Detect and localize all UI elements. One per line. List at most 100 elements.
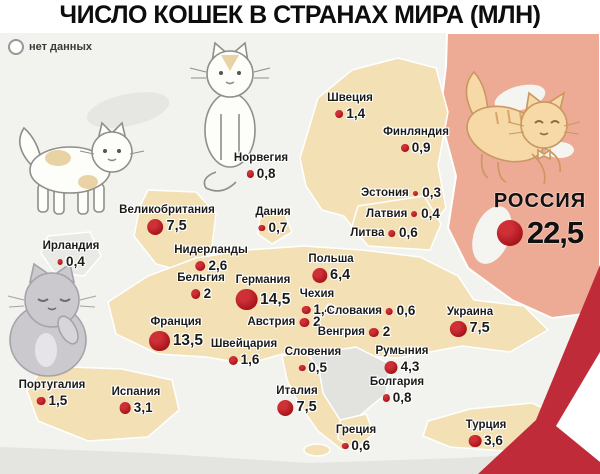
- red-chevron-notch: [556, 352, 600, 462]
- north-africa-landmass: [0, 447, 600, 474]
- sicily-landmass: [303, 443, 331, 457]
- country-marker-norway: Норвегия 0,8: [234, 148, 288, 181]
- cat-illustration-standing-white: [18, 121, 145, 215]
- country-value: 22,5: [526, 215, 584, 250]
- country-value: 0,7: [268, 219, 288, 235]
- cat-illustration-orange-walking: [465, 70, 581, 185]
- country-marker-russia: РОССИЯ 22,5: [494, 190, 586, 251]
- no-data-circle-icon: [8, 39, 24, 55]
- country-marker-czechia: Чехия 1,4: [300, 284, 335, 317]
- country-name: Испания: [111, 386, 161, 398]
- country-value: 2: [382, 324, 391, 339]
- country-marker-hungary: Венгрия 2: [317, 324, 391, 340]
- value-dot: [385, 308, 393, 315]
- country-name: Греция: [335, 424, 377, 436]
- country-name: Ирландия: [42, 240, 100, 252]
- value-dot: [228, 355, 238, 365]
- value-dot: [36, 396, 46, 406]
- value-dot: [277, 399, 294, 416]
- country-value: 0,6: [398, 225, 418, 240]
- country-name: Украина: [446, 306, 494, 318]
- country-marker-sweden: Швеция 1,4: [327, 88, 373, 121]
- country-marker-romania: Румыния 4,3: [375, 341, 429, 374]
- country-value: 14,5: [260, 290, 291, 308]
- ridge-shadow: [86, 92, 170, 128]
- country-name: Турция: [465, 419, 507, 431]
- country-value: 0,3: [422, 185, 442, 200]
- sea-inlet-shape: [472, 206, 512, 264]
- country-value: 1,5: [48, 392, 68, 408]
- country-marker-lithuania: Литва 0,6: [350, 225, 418, 241]
- country-marker-slovakia: Словакия 0,6: [327, 303, 416, 319]
- country-name: Норвегия: [233, 152, 289, 164]
- baltics-landmass: [351, 195, 442, 251]
- value-dot: [258, 224, 266, 232]
- country-name: Нидерланды: [174, 244, 248, 256]
- country-marker-denmark: Дания 0,7: [255, 202, 290, 235]
- value-dot: [401, 144, 409, 152]
- country-marker-ukraine: Украина 7,5: [447, 302, 493, 337]
- country-marker-france: Франция 13,5: [149, 312, 203, 352]
- value-dot: [190, 289, 201, 299]
- cat-illustration-gray-sitting: [7, 262, 97, 377]
- value-dot: [235, 288, 258, 311]
- denmark-landmass: [257, 211, 293, 245]
- value-dot: [299, 317, 310, 328]
- value-dot: [311, 267, 327, 284]
- value-dot: [412, 190, 419, 197]
- country-marker-netherlands: Нидерланды 2,6: [174, 240, 248, 273]
- country-value: 0,8: [392, 389, 412, 405]
- value-dot: [382, 394, 390, 402]
- iberia-landmass: [26, 365, 180, 442]
- country-value: 0,6: [396, 303, 416, 318]
- country-name: Словения: [284, 346, 342, 358]
- value-dot: [301, 305, 311, 315]
- value-dot: [334, 109, 344, 119]
- greece-landmass: [337, 413, 375, 450]
- country-name: Италия: [276, 385, 318, 397]
- country-name: Португалия: [18, 379, 86, 391]
- country-marker-italy: Италия 7,5: [276, 381, 318, 416]
- country-value: 0,9: [411, 139, 431, 155]
- country-name: Литва: [350, 227, 385, 240]
- page-title: ЧИСЛО КОШЕК В СТРАНАХ МИРА (МЛН): [59, 1, 541, 29]
- country-value: 1,4: [346, 105, 366, 121]
- value-dot: [450, 320, 467, 337]
- country-marker-switzerland: Швейцария 1,6: [211, 334, 277, 367]
- cat-illustration-sitting-white: [189, 41, 271, 192]
- country-marker-spain: Испания 3,1: [112, 382, 161, 415]
- country-value: 7,5: [469, 319, 490, 336]
- value-dot: [119, 402, 131, 414]
- ireland-landmass: [40, 231, 102, 277]
- country-marker-austria: Австрия 2: [247, 314, 321, 330]
- country-name: РОССИЯ: [493, 190, 587, 212]
- country-marker-ireland: Ирландия 0,4: [43, 236, 100, 269]
- value-dot: [369, 327, 379, 338]
- country-value: 7,5: [166, 217, 187, 234]
- value-dot: [384, 360, 398, 374]
- country-name: Франция: [150, 316, 202, 328]
- country-name: Румыния: [375, 345, 429, 357]
- country-value: 1,6: [240, 351, 260, 367]
- country-value: 6,4: [330, 266, 351, 283]
- country-name: Эстония: [360, 187, 409, 200]
- country-marker-portugal: Португалия 1,5: [19, 375, 86, 408]
- value-dot: [411, 211, 418, 218]
- value-dot: [469, 434, 482, 448]
- country-value: 7,5: [296, 398, 317, 415]
- country-marker-bulgaria: Болгария 0,8: [370, 372, 424, 405]
- country-name: Венгрия: [317, 326, 366, 339]
- country-marker-slovenia: Словения 0,5: [285, 342, 342, 375]
- country-name: Чехия: [299, 288, 335, 300]
- value-dot: [298, 364, 306, 372]
- country-marker-poland: Польша 6,4: [308, 249, 354, 284]
- country-value: 4,3: [400, 358, 420, 374]
- country-value: 2: [313, 314, 321, 329]
- country-value: 3,6: [484, 432, 503, 448]
- country-value: 0,6: [351, 437, 371, 453]
- country-name: Латвия: [366, 208, 408, 221]
- country-name: Бельгия: [177, 272, 225, 284]
- value-dot: [147, 218, 164, 235]
